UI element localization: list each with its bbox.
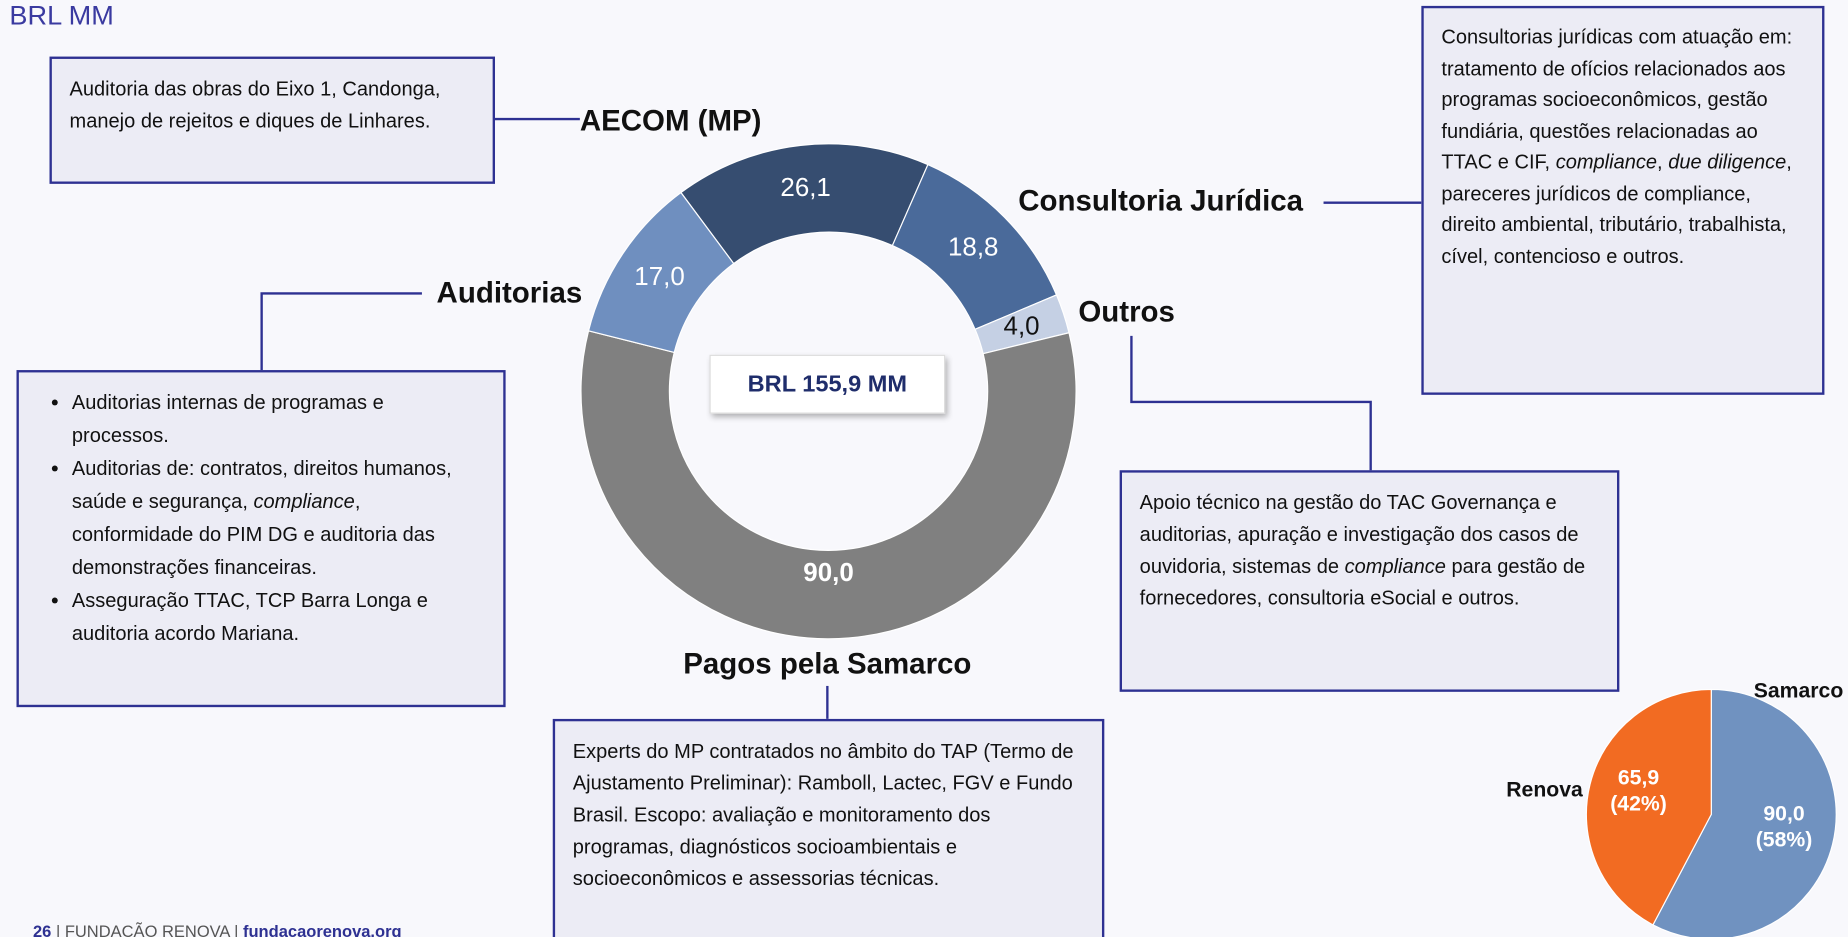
- category-label: Samarco: [1754, 679, 1844, 702]
- page-number: 26: [32, 921, 52, 937]
- footer-site: fundacaorenova.org: [242, 921, 402, 937]
- text-segment: Auditorias internas de programas e proce…: [71, 391, 384, 447]
- text-segment: due diligence: [1668, 150, 1787, 174]
- bullet-item: Auditorias de: contratos, direitos human…: [72, 453, 486, 585]
- text-segment: Apoio técnico na gestão do TAC Governanç…: [1139, 491, 1579, 578]
- category-label: AECOM (MP): [580, 104, 762, 137]
- text-box: Auditorias internas de programas e proce…: [16, 370, 506, 708]
- paragraph: Consultorias jurídicas com atuação em: t…: [1441, 22, 1804, 272]
- slice: [580, 330, 1077, 640]
- text-segment: , pareceres jurídicos de compliance, dir…: [1441, 150, 1792, 267]
- footer: 26 | FUNDAÇÃO RENOVA | fundacaorenova.or…: [33, 922, 402, 937]
- value-label: 17,0: [634, 263, 684, 291]
- value-label: 26,1: [780, 174, 830, 202]
- text-segment: Auditoria das obras do Eixo 1, Candonga,…: [69, 77, 441, 132]
- value-label: 90,0 (58%): [1756, 803, 1813, 852]
- text-box: Auditoria das obras do Eixo 1, Candonga,…: [49, 56, 495, 184]
- text-segment: Auditorias de: contratos, direitos human…: [71, 457, 452, 513]
- connectors: [260, 117, 1422, 719]
- text-segment: Experts do MP contratados no âmbito do T…: [572, 740, 1074, 890]
- value-label-percent: (58%): [1756, 829, 1813, 852]
- slice: [1585, 688, 1712, 926]
- slice: [587, 191, 735, 354]
- text-segment: ,: [1657, 150, 1669, 174]
- text-segment: , conformidade do PIM DG e auditoria das…: [71, 490, 435, 579]
- text-segment: Asseguração TTAC, TCP Barra Longa e audi…: [71, 589, 428, 645]
- connector: [260, 292, 422, 371]
- text-box: Experts do MP contratados no âmbito do T…: [552, 718, 1105, 937]
- unit-label: BRL MM: [9, 0, 114, 31]
- text-segment: Consultorias jurídicas com atuação em: t…: [1441, 25, 1793, 174]
- category-label: Consultoria Jurídica: [1018, 184, 1303, 217]
- connector: [1130, 335, 1372, 472]
- text-segment: compliance: [1344, 555, 1446, 578]
- value-label-number: 65,9: [1618, 767, 1659, 790]
- text-box: Apoio técnico na gestão do TAC Governanç…: [1119, 470, 1620, 692]
- paragraph: Apoio técnico na gestão do TAC Governanç…: [1140, 487, 1600, 614]
- paragraph: Experts do MP contratados no âmbito do T…: [573, 735, 1084, 894]
- footer-org: | FUNDAÇÃO RENOVA |: [51, 921, 243, 937]
- value-label: 18,8: [948, 233, 998, 261]
- value-label: 65,9 (42%): [1610, 767, 1667, 816]
- text-box: Consultorias jurídicas com atuação em: t…: [1421, 5, 1825, 395]
- value-label-percent: (42%): [1610, 793, 1667, 816]
- category-label: Renova: [1506, 778, 1583, 801]
- value-label-number: 90,0: [1763, 803, 1804, 826]
- slice: [1652, 688, 1837, 937]
- text-segment: compliance: [1555, 150, 1658, 174]
- text-segment: compliance: [253, 490, 355, 513]
- text-segment: para gestão de fornecedores, consultoria…: [1139, 555, 1586, 610]
- category-label: Outros: [1078, 295, 1175, 328]
- value-label: 4,0: [1004, 312, 1040, 340]
- category-label: Auditorias: [437, 276, 583, 309]
- paragraph: Auditoria das obras do Eixo 1, Candonga,…: [70, 73, 475, 137]
- bullet-item: Asseguração TTAC, TCP Barra Longa e audi…: [72, 585, 486, 651]
- category-label: Pagos pela Samarco: [683, 648, 971, 681]
- bullet-item: Auditorias internas de programas e proce…: [72, 387, 486, 453]
- value-label: 90,0: [803, 559, 853, 587]
- center-label: BRL 155,9 MM: [709, 354, 946, 414]
